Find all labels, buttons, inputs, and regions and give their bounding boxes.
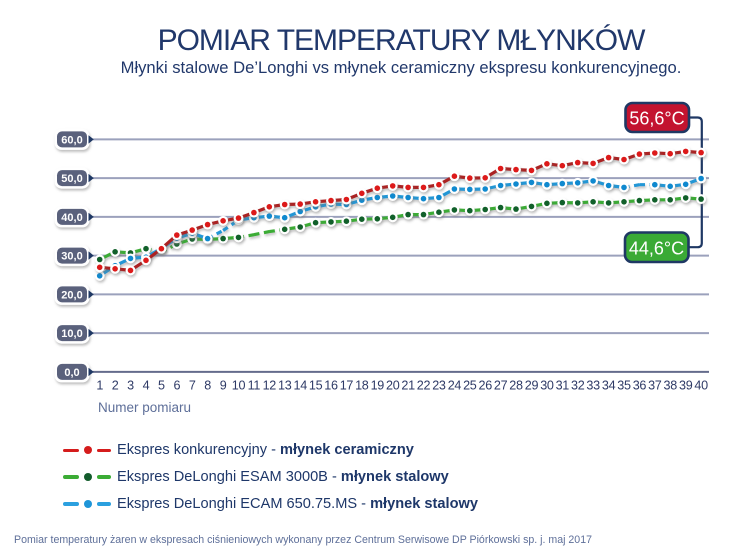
svg-text:1: 1 [96,379,103,393]
svg-text:44,6°C: 44,6°C [629,239,684,259]
svg-text:6: 6 [173,379,180,393]
svg-text:28: 28 [509,379,523,393]
svg-text:3: 3 [127,379,134,393]
svg-text:0,0: 0,0 [64,367,79,379]
svg-text:20: 20 [386,379,400,393]
svg-text:40: 40 [694,379,708,393]
svg-text:16: 16 [324,379,338,393]
svg-text:25: 25 [463,379,477,393]
svg-text:15: 15 [309,379,323,393]
svg-text:24: 24 [448,379,462,393]
svg-text:56,6°C: 56,6°C [629,109,684,129]
svg-text:26: 26 [478,379,492,393]
svg-text:36: 36 [633,379,647,393]
svg-text:17: 17 [340,379,354,393]
svg-text:11: 11 [248,379,261,393]
svg-text:31: 31 [556,379,570,393]
svg-text:9: 9 [220,379,227,393]
svg-text:18: 18 [355,379,369,393]
svg-text:35: 35 [617,379,631,393]
svg-text:23: 23 [432,379,446,393]
svg-text:10: 10 [232,379,246,393]
svg-text:10,0: 10,0 [61,328,82,340]
svg-text:21: 21 [401,379,415,393]
svg-text:32: 32 [571,379,585,393]
svg-text:29: 29 [525,379,539,393]
svg-text:39: 39 [679,379,693,393]
svg-text:22: 22 [417,379,431,393]
svg-text:30: 30 [540,379,554,393]
svg-text:13: 13 [278,379,292,393]
svg-text:19: 19 [371,379,385,393]
svg-text:2: 2 [112,379,119,393]
svg-text:27: 27 [494,379,508,393]
svg-text:40,0: 40,0 [61,212,82,224]
svg-text:4: 4 [143,379,150,393]
svg-text:38: 38 [663,379,677,393]
svg-text:34: 34 [602,379,616,393]
svg-text:8: 8 [204,379,211,393]
svg-text:20,0: 20,0 [61,289,82,301]
svg-text:14: 14 [293,379,307,393]
svg-text:30,0: 30,0 [61,251,82,263]
svg-text:50,0: 50,0 [61,173,82,185]
svg-text:37: 37 [648,379,662,393]
svg-text:12: 12 [263,379,277,393]
svg-text:7: 7 [189,379,196,393]
svg-text:5: 5 [158,379,165,393]
svg-text:60,0: 60,0 [61,134,82,146]
svg-text:33: 33 [586,379,600,393]
